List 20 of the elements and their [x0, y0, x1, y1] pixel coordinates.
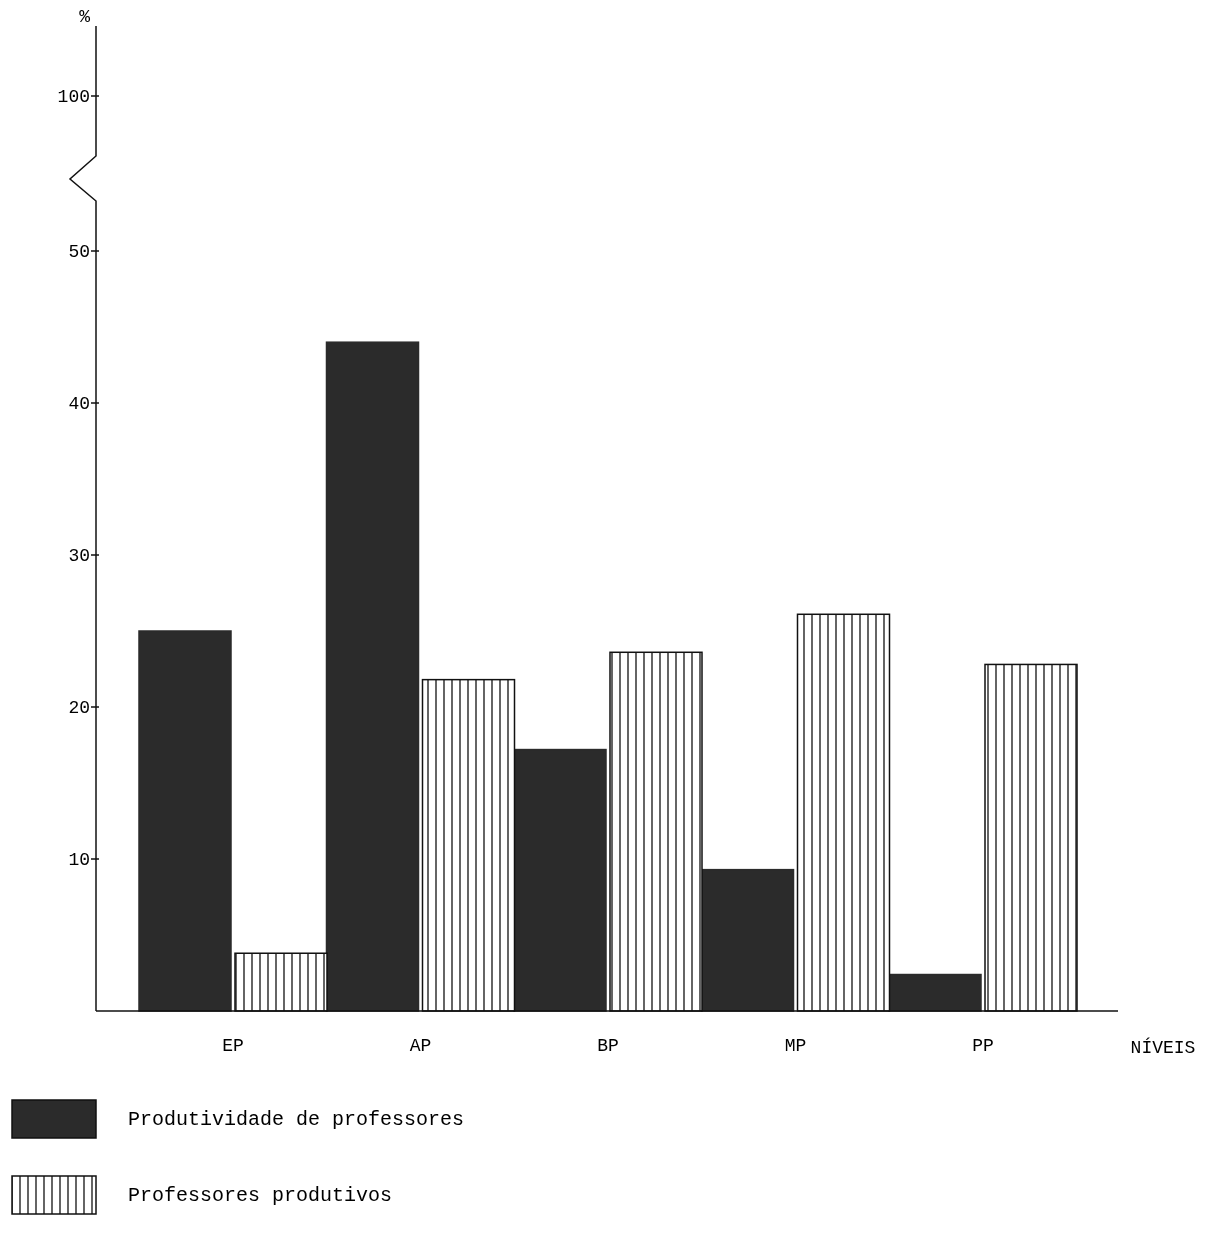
x-tick-label: AP	[409, 1036, 432, 1056]
text: %	[79, 7, 91, 28]
x-tick-label: MP	[784, 1036, 807, 1056]
text: 100	[57, 87, 90, 108]
bar	[513, 748, 607, 1012]
legend-label: Professores produtivos	[128, 1184, 393, 1207]
y-tick-label: 40	[68, 394, 90, 415]
y-tick-label: 50	[68, 242, 90, 263]
legend-label: Produtividade de professores	[128, 1108, 465, 1131]
y-tick-label: 30	[68, 546, 90, 567]
y-tick-label: 10	[68, 850, 90, 871]
bar	[138, 630, 232, 1012]
x-tick-label: PP	[972, 1036, 994, 1056]
x-tick-label: EP	[222, 1036, 244, 1056]
x-tick-label: BP	[597, 1036, 619, 1056]
bar	[888, 973, 982, 1012]
y-tick-label: 20	[68, 698, 90, 719]
x-axis-title: NÍVEIS	[1130, 1037, 1196, 1058]
bar	[700, 868, 795, 1012]
bar	[325, 341, 420, 1012]
